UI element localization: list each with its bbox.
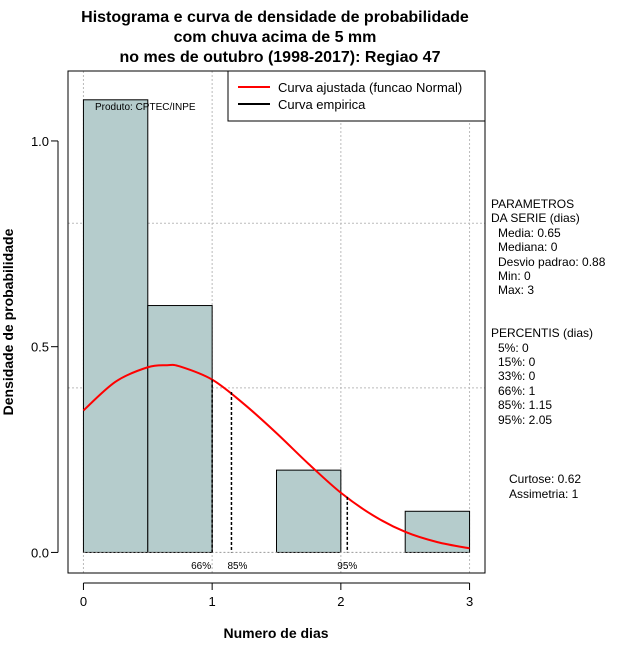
percentile-label-1: 85% [227,561,247,572]
pct-66: 66%: 1 [498,384,536,398]
assimetria-text: Assimetria: 1 [509,487,579,501]
x-tick-label-0: 0 [80,594,87,609]
x-axis-title: Numero de dias [223,625,328,641]
credit-text: Produto: CPTEC/INPE [95,102,196,113]
legend-label-fitted: Curva ajustada (funcao Normal) [278,80,462,95]
percentis-heading: PERCENTIS (dias) [491,326,593,340]
x-tick-label-3: 3 [466,594,473,609]
y-axis-title: Densidade de probabilidade [0,228,16,415]
x-tick-label-1: 1 [209,594,216,609]
pct-85: 85%: 1.15 [498,398,552,412]
percentile-label-0: 66% [191,561,211,572]
pct-33: 33%: 0 [498,369,536,383]
param-media: Media: 0.65 [498,226,561,240]
param-max: Max: 3 [498,283,534,297]
curtose-text: Curtose: 0.62 [509,472,581,486]
param-mediana: Mediana: 0 [498,240,558,254]
y-tick-label-0: 0.0 [31,545,49,560]
fitted-curve-layer [82,363,470,550]
percentis-panel: PERCENTIS (dias) 5%: 0 15%: 0 33%: 0 66%… [491,326,593,427]
histogram-bar-3 [276,469,342,553]
percentile-label-2: 95% [337,561,357,572]
parametros-heading-1: PARAMETROS [491,197,574,211]
pct-5: 5%: 0 [498,341,529,355]
legend-box [227,70,486,122]
title-line-2: com chuva acima de 5 mm [174,29,377,46]
legend: Curva ajustada (funcao Normal) Curva emp… [227,70,486,122]
fitted-normal-curve [82,363,470,550]
histogram-bars [82,99,471,553]
y-tick-label-2: 1.0 [31,134,49,149]
param-min: Min: 0 [498,269,531,283]
legend-label-empirical: Curva empirica [278,97,366,112]
x-tick-label-2: 2 [337,594,344,609]
y-axis: 0.0 0.5 1.0 [31,134,59,560]
title-line-3: no mes de outubro (1998-2017): Regiao 47 [120,49,441,66]
histogram-bar-0 [82,99,149,553]
chart-title: Histograma e curva de densidade de proba… [81,9,469,66]
pct-15: 15%: 0 [498,355,536,369]
pct-95: 95%: 2.05 [498,413,552,427]
y-tick-label-1: 0.5 [31,340,49,355]
histogram-bar-1 [147,305,213,553]
parametros-panel: PARAMETROS DA SERIE (dias) Media: 0.65 M… [491,197,606,297]
percentile-lines: 66% 85% 95% [191,379,357,572]
title-line-1: Histograma e curva de densidade de proba… [81,9,469,26]
shape-panel: Curtose: 0.62 Assimetria: 1 [509,472,581,501]
parametros-heading-2: DA SERIE (dias) [491,211,580,225]
param-desvio: Desvio padrao: 0.88 [498,255,606,269]
x-axis: 0 1 2 3 [80,582,473,609]
